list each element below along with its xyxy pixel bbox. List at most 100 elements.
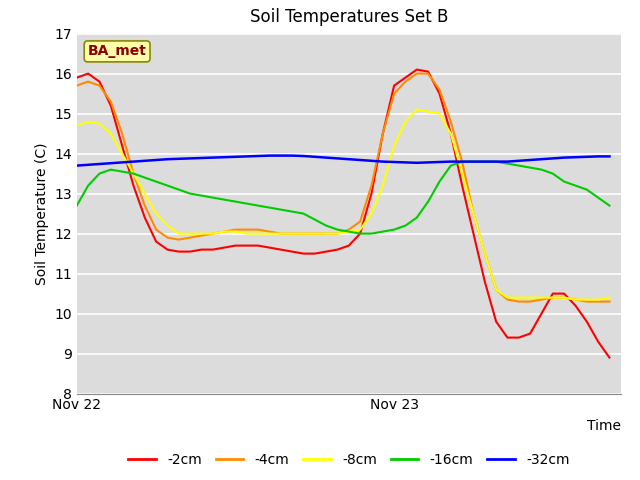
-4cm xyxy=(515,299,523,304)
-16cm xyxy=(198,192,205,199)
-2cm xyxy=(345,243,353,249)
-32cm xyxy=(402,159,410,165)
-4cm xyxy=(390,91,398,96)
-2cm xyxy=(390,83,398,88)
-8cm xyxy=(413,107,420,112)
-8cm xyxy=(390,143,398,148)
-32cm xyxy=(130,159,138,165)
Title: Soil Temperatures Set B: Soil Temperatures Set B xyxy=(250,9,448,26)
-32cm xyxy=(345,156,353,162)
-4cm xyxy=(198,233,205,239)
Line: -32cm: -32cm xyxy=(77,156,609,166)
-32cm xyxy=(164,156,172,162)
-4cm xyxy=(73,83,81,88)
-8cm xyxy=(84,119,92,124)
-4cm xyxy=(424,71,432,76)
-8cm xyxy=(220,228,228,234)
Legend: -2cm, -4cm, -8cm, -16cm, -32cm: -2cm, -4cm, -8cm, -16cm, -32cm xyxy=(122,447,575,472)
-8cm xyxy=(333,231,341,237)
-32cm xyxy=(413,160,420,166)
-4cm xyxy=(232,227,239,232)
-32cm xyxy=(152,157,160,163)
-4cm xyxy=(95,83,103,88)
-2cm xyxy=(492,319,500,324)
-32cm xyxy=(323,155,330,160)
-8cm xyxy=(345,228,353,234)
-2cm xyxy=(549,291,557,297)
-32cm xyxy=(84,162,92,168)
-4cm xyxy=(254,227,262,232)
-2cm xyxy=(605,355,613,360)
-2cm xyxy=(288,249,296,254)
-32cm xyxy=(367,158,375,164)
-8cm xyxy=(515,295,523,300)
-32cm xyxy=(254,153,262,159)
-8cm xyxy=(356,227,364,232)
-4cm xyxy=(333,231,341,237)
-8cm xyxy=(379,183,387,189)
-8cm xyxy=(141,191,148,196)
-4cm xyxy=(220,228,228,234)
-2cm xyxy=(243,243,251,249)
-8cm xyxy=(481,251,489,256)
-8cm xyxy=(504,295,511,300)
-2cm xyxy=(470,231,477,237)
-2cm xyxy=(164,247,172,252)
-16cm xyxy=(209,195,216,201)
-32cm xyxy=(266,153,273,158)
-32cm xyxy=(379,159,387,165)
-8cm xyxy=(560,295,568,300)
-32cm xyxy=(492,159,500,165)
-8cm xyxy=(300,231,307,237)
-8cm xyxy=(538,295,545,300)
-32cm xyxy=(583,154,591,160)
-4cm xyxy=(175,237,182,242)
-2cm xyxy=(130,183,138,189)
-4cm xyxy=(118,131,126,136)
Y-axis label: Soil Temperature (C): Soil Temperature (C) xyxy=(35,143,49,285)
-8cm xyxy=(152,211,160,216)
-32cm xyxy=(447,159,454,165)
-4cm xyxy=(481,251,489,256)
-2cm xyxy=(436,91,444,96)
Text: Time: Time xyxy=(587,419,621,433)
-16cm xyxy=(447,163,454,168)
-2cm xyxy=(300,251,307,256)
-16cm xyxy=(379,228,387,234)
-16cm xyxy=(175,187,182,192)
-2cm xyxy=(526,331,534,336)
-16cm xyxy=(390,227,398,232)
-4cm xyxy=(243,227,251,232)
-32cm xyxy=(560,155,568,160)
-32cm xyxy=(107,160,115,166)
-32cm xyxy=(549,156,557,161)
-8cm xyxy=(243,231,251,237)
-16cm xyxy=(186,191,194,196)
-32cm xyxy=(515,158,523,164)
-16cm xyxy=(583,187,591,192)
-4cm xyxy=(605,299,613,304)
-8cm xyxy=(526,295,534,300)
-8cm xyxy=(209,231,216,237)
-16cm xyxy=(266,204,273,210)
-32cm xyxy=(333,156,341,161)
-16cm xyxy=(152,179,160,184)
-16cm xyxy=(288,209,296,215)
-8cm xyxy=(288,231,296,237)
-32cm xyxy=(481,159,489,165)
-8cm xyxy=(130,171,138,177)
-8cm xyxy=(595,297,602,302)
-2cm xyxy=(379,131,387,136)
-16cm xyxy=(595,195,602,201)
-16cm xyxy=(526,165,534,170)
-2cm xyxy=(107,103,115,108)
-4cm xyxy=(595,299,602,304)
-2cm xyxy=(232,243,239,249)
-2cm xyxy=(402,75,410,81)
-32cm xyxy=(526,157,534,163)
-16cm xyxy=(402,223,410,228)
-2cm xyxy=(504,335,511,340)
-4cm xyxy=(288,231,296,237)
-32cm xyxy=(118,159,126,165)
-4cm xyxy=(583,299,591,304)
